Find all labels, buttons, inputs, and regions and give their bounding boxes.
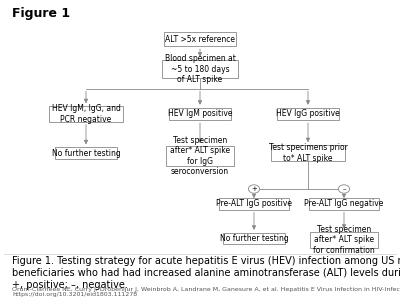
Text: Test specimen
after* ALT spike
for IgG
seroconversion: Test specimen after* ALT spike for IgG s… <box>170 136 230 176</box>
FancyBboxPatch shape <box>277 108 339 120</box>
FancyBboxPatch shape <box>310 232 378 248</box>
Text: No further testing: No further testing <box>220 234 288 243</box>
FancyBboxPatch shape <box>162 60 238 78</box>
FancyBboxPatch shape <box>166 146 234 166</box>
Text: Pre-ALT IgG negative: Pre-ALT IgG negative <box>304 200 384 208</box>
FancyBboxPatch shape <box>55 147 117 159</box>
FancyBboxPatch shape <box>309 198 379 210</box>
Text: HEV IgM, IgG, and
PCR negative: HEV IgM, IgG, and PCR negative <box>52 104 120 124</box>
FancyBboxPatch shape <box>169 108 231 120</box>
Text: Orum-Clarifeee NE, Curry J, Drobenijur J, Weinbrob A, Landrane M, Ganesure A, et: Orum-Clarifeee NE, Curry J, Drobenijur J… <box>12 286 400 297</box>
Text: Pre-ALT IgG positive: Pre-ALT IgG positive <box>216 200 292 208</box>
Text: Test specimens prior
to* ALT spike: Test specimens prior to* ALT spike <box>268 143 348 163</box>
Text: No further testing: No further testing <box>52 148 120 158</box>
FancyBboxPatch shape <box>164 32 236 46</box>
Text: Figure 1: Figure 1 <box>12 8 70 20</box>
Text: HEV IgG positive: HEV IgG positive <box>276 110 340 118</box>
Text: +: + <box>251 186 257 192</box>
FancyBboxPatch shape <box>219 198 289 210</box>
FancyBboxPatch shape <box>271 145 345 161</box>
Text: Test specimen
after* ALT spike
for confirmation: Test specimen after* ALT spike for confi… <box>313 225 375 255</box>
Circle shape <box>248 185 260 193</box>
FancyBboxPatch shape <box>49 106 123 122</box>
FancyBboxPatch shape <box>223 233 285 244</box>
Text: HEV IgM positive: HEV IgM positive <box>168 110 232 118</box>
Circle shape <box>338 185 350 193</box>
Text: ALT >5x reference: ALT >5x reference <box>165 34 235 43</box>
Text: Blood specimen at
~5 to 180 days
of ALT spike: Blood specimen at ~5 to 180 days of ALT … <box>164 54 236 84</box>
Text: –: – <box>342 186 346 192</box>
Text: Figure 1. Testing strategy for acute hepatitis E virus (HEV) infection among US : Figure 1. Testing strategy for acute hep… <box>12 256 400 290</box>
